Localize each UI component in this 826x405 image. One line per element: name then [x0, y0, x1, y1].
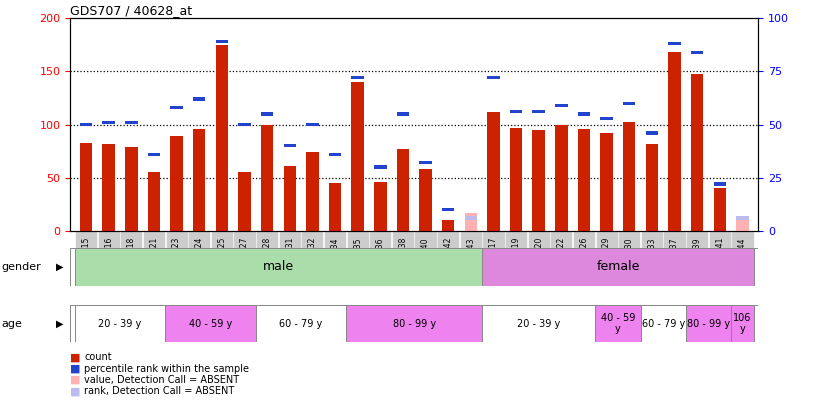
Bar: [623, 102, 635, 105]
Text: 80 - 99 y: 80 - 99 y: [687, 319, 730, 328]
Bar: [193, 98, 206, 100]
Bar: [464, 213, 477, 231]
Bar: [102, 144, 115, 231]
Bar: [148, 153, 160, 156]
Bar: [442, 208, 454, 211]
Bar: [420, 161, 432, 164]
Bar: [482, 305, 596, 342]
Bar: [396, 149, 409, 231]
Text: male: male: [263, 260, 294, 273]
Bar: [482, 248, 754, 286]
Bar: [256, 305, 346, 342]
Text: ■: ■: [70, 375, 81, 385]
Bar: [216, 40, 228, 43]
Text: 40 - 59 y: 40 - 59 y: [189, 319, 232, 328]
Bar: [487, 112, 500, 231]
Text: GDS707 / 40628_at: GDS707 / 40628_at: [70, 4, 192, 17]
Bar: [74, 305, 165, 342]
Bar: [329, 153, 341, 156]
Bar: [487, 76, 500, 79]
Text: ■: ■: [70, 352, 81, 362]
Bar: [646, 144, 658, 231]
Text: 20 - 39 y: 20 - 39 y: [517, 319, 560, 328]
Text: 60 - 79 y: 60 - 79 y: [279, 319, 323, 328]
Bar: [80, 143, 93, 231]
Bar: [329, 183, 341, 231]
Bar: [623, 122, 635, 231]
Bar: [691, 74, 704, 231]
Bar: [396, 112, 409, 115]
Bar: [714, 183, 726, 185]
Bar: [283, 166, 296, 231]
Bar: [216, 45, 228, 231]
Bar: [464, 217, 477, 220]
Text: 40 - 59
y: 40 - 59 y: [601, 313, 635, 335]
Bar: [351, 82, 364, 231]
Bar: [533, 130, 545, 231]
Bar: [668, 52, 681, 231]
Text: percentile rank within the sample: percentile rank within the sample: [84, 364, 249, 373]
Bar: [533, 110, 545, 113]
Bar: [510, 110, 522, 113]
Text: age: age: [2, 319, 22, 328]
Bar: [714, 188, 726, 231]
Bar: [577, 112, 591, 115]
Bar: [170, 106, 183, 109]
Bar: [731, 305, 754, 342]
Bar: [374, 166, 387, 168]
Bar: [596, 305, 641, 342]
Bar: [238, 123, 251, 126]
Bar: [641, 305, 686, 342]
Bar: [691, 51, 704, 54]
Text: ▶: ▶: [56, 319, 64, 328]
Bar: [261, 125, 273, 231]
Bar: [125, 121, 138, 124]
Bar: [686, 305, 731, 342]
Bar: [736, 218, 748, 231]
Text: female: female: [596, 260, 639, 273]
Bar: [80, 123, 93, 126]
Bar: [510, 128, 522, 231]
Bar: [374, 182, 387, 231]
Text: value, Detection Call = ABSENT: value, Detection Call = ABSENT: [84, 375, 240, 385]
Bar: [420, 169, 432, 231]
Bar: [555, 104, 567, 107]
Text: count: count: [84, 352, 112, 362]
Bar: [442, 220, 454, 231]
Text: 80 - 99 y: 80 - 99 y: [392, 319, 436, 328]
Text: 106
y: 106 y: [733, 313, 752, 335]
Bar: [555, 125, 567, 231]
Bar: [346, 305, 482, 342]
Bar: [261, 112, 273, 115]
Text: ▶: ▶: [56, 262, 64, 272]
Bar: [736, 217, 748, 220]
Text: gender: gender: [2, 262, 41, 272]
Text: 20 - 39 y: 20 - 39 y: [98, 319, 141, 328]
Bar: [74, 248, 482, 286]
Text: 60 - 79 y: 60 - 79 y: [642, 319, 685, 328]
Bar: [601, 117, 613, 120]
Bar: [283, 144, 296, 147]
Bar: [577, 129, 591, 231]
Bar: [170, 136, 183, 231]
Text: ■: ■: [70, 386, 81, 396]
Bar: [193, 129, 206, 231]
Bar: [148, 173, 160, 231]
Bar: [125, 147, 138, 231]
Bar: [351, 76, 364, 79]
Bar: [238, 173, 251, 231]
Bar: [102, 121, 115, 124]
Bar: [668, 42, 681, 45]
Bar: [306, 152, 319, 231]
Bar: [601, 133, 613, 231]
Bar: [646, 132, 658, 134]
Text: ■: ■: [70, 364, 81, 373]
Bar: [165, 305, 256, 342]
Bar: [306, 123, 319, 126]
Text: rank, Detection Call = ABSENT: rank, Detection Call = ABSENT: [84, 386, 235, 396]
